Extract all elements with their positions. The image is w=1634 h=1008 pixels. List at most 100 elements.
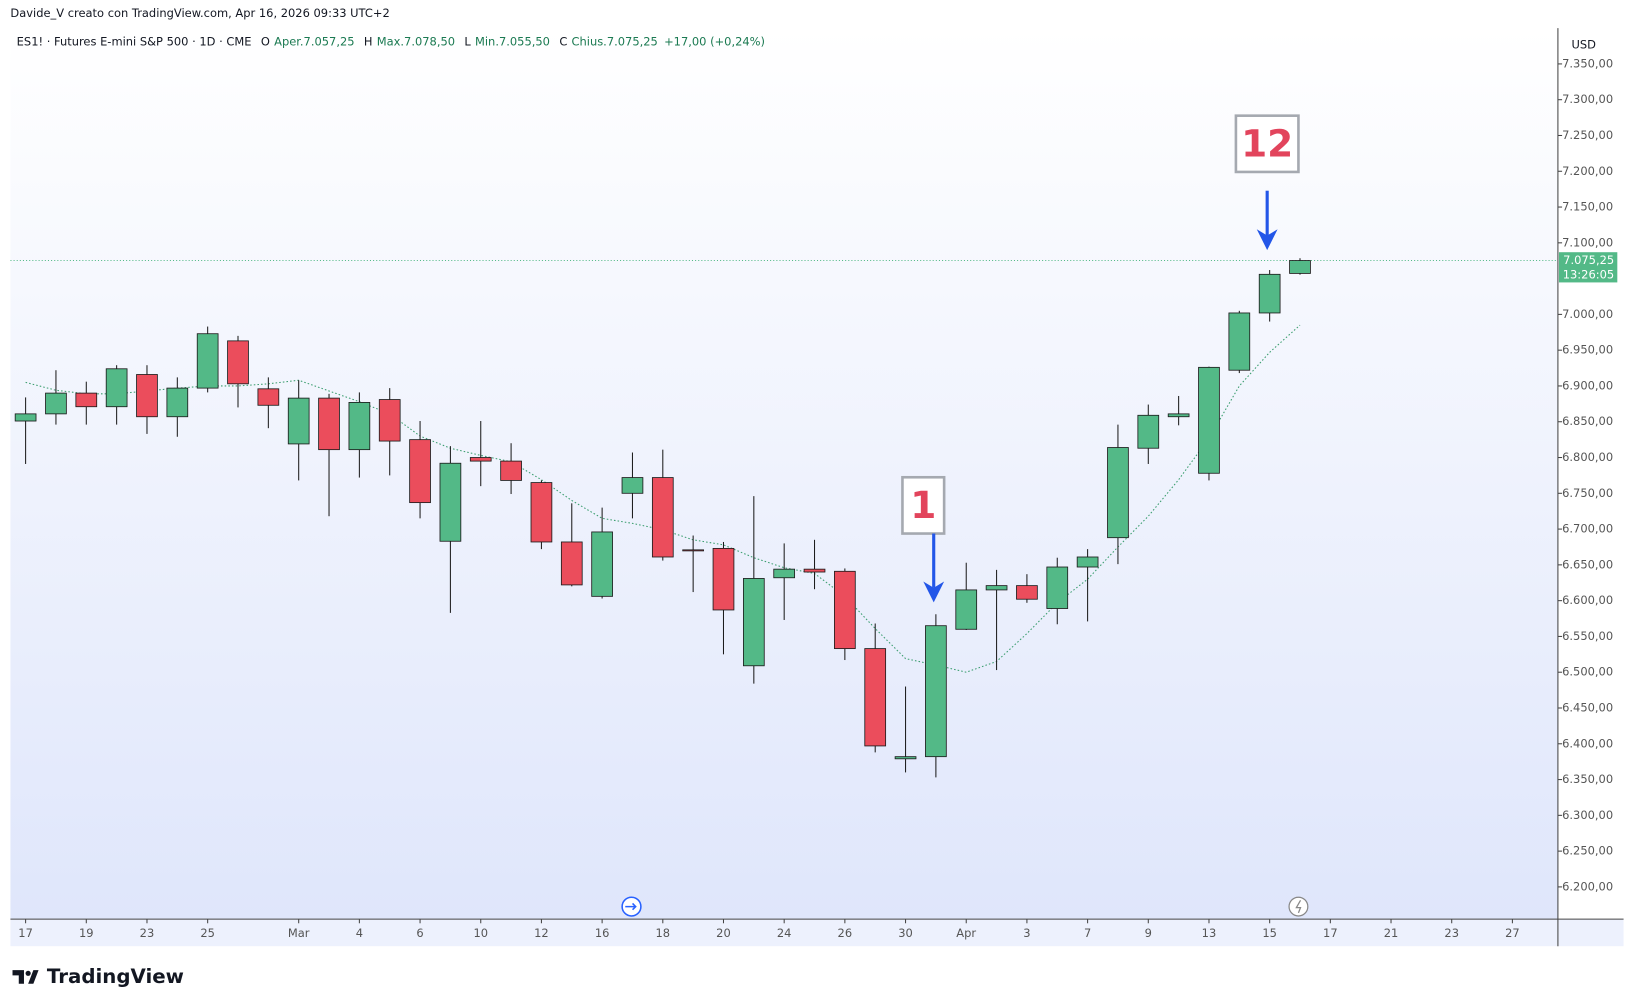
candle-body <box>530 482 553 543</box>
candle-body <box>1167 413 1190 418</box>
y-tick-label: 7.200,00 <box>1562 164 1613 178</box>
x-tick-label: 10 <box>473 926 488 940</box>
legend-key: C <box>559 34 567 48</box>
candle-body <box>1289 260 1311 274</box>
candle-body <box>378 399 401 442</box>
candle-body <box>985 585 1008 591</box>
credit: Davide_V creato con TradingView.com, Apr… <box>10 6 389 20</box>
x-tick-label: 7 <box>1084 926 1091 940</box>
candle-body <box>712 547 735 611</box>
annotation-label: 1 <box>910 483 936 527</box>
candle-body <box>1198 366 1220 474</box>
annotation-label: 12 <box>1241 121 1293 165</box>
candle-body <box>1046 566 1069 609</box>
y-tick-label: 7.100,00 <box>1562 235 1613 249</box>
candle-body <box>803 568 826 573</box>
x-tick-label: 26 <box>838 926 853 940</box>
x-tick-label: 4 <box>356 926 363 940</box>
candle-body <box>257 388 280 406</box>
candle-body <box>227 340 249 385</box>
y-tick-label: 6.800,00 <box>1562 450 1613 464</box>
candle-body <box>469 457 492 462</box>
legend-value: Min.7.055,50 <box>475 34 550 48</box>
y-tick-label: 7.300,00 <box>1562 92 1613 106</box>
y-tick-label: 6.200,00 <box>1562 879 1613 893</box>
x-tick-label: 12 <box>534 926 549 940</box>
y-tick-label: 7.150,00 <box>1562 200 1613 214</box>
y-tick-label: 6.450,00 <box>1562 700 1613 714</box>
candle-body <box>196 333 219 389</box>
candle-body <box>105 368 128 408</box>
event-icon-glyph <box>1295 900 1302 914</box>
y-tick-label: 6.500,00 <box>1562 665 1613 679</box>
candle-body <box>834 570 856 650</box>
brand-logo: TradingView <box>12 965 184 988</box>
brand-mark <box>12 970 39 984</box>
x-tick-label: 13 <box>1202 926 1217 940</box>
y-tick-label: 6.400,00 <box>1562 736 1613 750</box>
y-tick-label: 7.250,00 <box>1562 128 1613 142</box>
x-tick-label: 17 <box>1323 926 1338 940</box>
y-tick-label: 6.600,00 <box>1562 593 1613 607</box>
annotation-arrowhead <box>1256 229 1278 251</box>
x-tick-label: Apr <box>956 926 976 940</box>
candle-body <box>75 392 98 408</box>
legend-key: L <box>464 34 471 48</box>
x-tick-label: 20 <box>716 926 731 940</box>
x-tick-label: 25 <box>200 926 215 940</box>
x-tick-label: 16 <box>595 926 610 940</box>
candle-body <box>682 549 704 552</box>
brand-name: TradingView <box>47 965 184 988</box>
price-tag <box>1558 252 1618 283</box>
y-tick-label: 7.350,00 <box>1562 56 1613 70</box>
candle-body <box>591 531 613 597</box>
annotation-box <box>1234 114 1300 174</box>
countdown: 13:26:05 <box>1563 268 1614 282</box>
y-tick-label: 6.700,00 <box>1562 522 1613 536</box>
candle-body <box>651 477 674 558</box>
legend-key: O <box>261 34 270 48</box>
x-tick-label: 15 <box>1262 926 1277 940</box>
x-tick-label: 3 <box>1023 926 1030 940</box>
candle-body <box>925 625 947 758</box>
x-tick-label: 17 <box>18 926 33 940</box>
x-tick-label: Mar <box>288 926 310 940</box>
candle-body <box>1137 414 1160 449</box>
x-tick-label: 24 <box>777 926 792 940</box>
candle-body <box>136 374 158 418</box>
event-icon-glyph <box>625 902 637 911</box>
y-tick-label: 6.300,00 <box>1562 808 1613 822</box>
legend-value: Max.7.078,50 <box>377 34 455 48</box>
candle-body <box>166 387 189 418</box>
candle-body <box>621 477 644 494</box>
plot-background <box>10 28 1558 920</box>
candle-body <box>1016 585 1038 600</box>
x-tick-label: 23 <box>1444 926 1459 940</box>
time-axis-background <box>10 919 1624 947</box>
y-tick-label: 6.250,00 <box>1562 844 1613 858</box>
y-tick-label: 7.000,00 <box>1562 307 1613 321</box>
candle-body <box>560 541 583 586</box>
x-tick-label: 9 <box>1145 926 1152 940</box>
x-tick-label: 19 <box>79 926 94 940</box>
y-tick-label: 6.350,00 <box>1562 772 1613 786</box>
candle-body <box>1076 556 1099 568</box>
candle-body <box>439 462 462 542</box>
candle-body <box>45 392 67 415</box>
annotation-box <box>901 475 946 535</box>
legend-value: Chius.7.075,25 <box>572 34 658 48</box>
candle-body <box>500 460 522 481</box>
x-tick-label: 23 <box>140 926 155 940</box>
x-tick-label: 21 <box>1384 926 1399 940</box>
candle-body <box>348 402 371 451</box>
candle-body <box>955 589 978 630</box>
event-icon[interactable] <box>1288 896 1309 917</box>
candle-body <box>773 568 796 579</box>
legend-key: H <box>364 34 373 48</box>
candle-body <box>409 439 431 504</box>
legend-change: +17,00 (+0,24%) <box>664 34 765 48</box>
candle-body <box>14 413 37 422</box>
x-tick-label: 18 <box>656 926 671 940</box>
